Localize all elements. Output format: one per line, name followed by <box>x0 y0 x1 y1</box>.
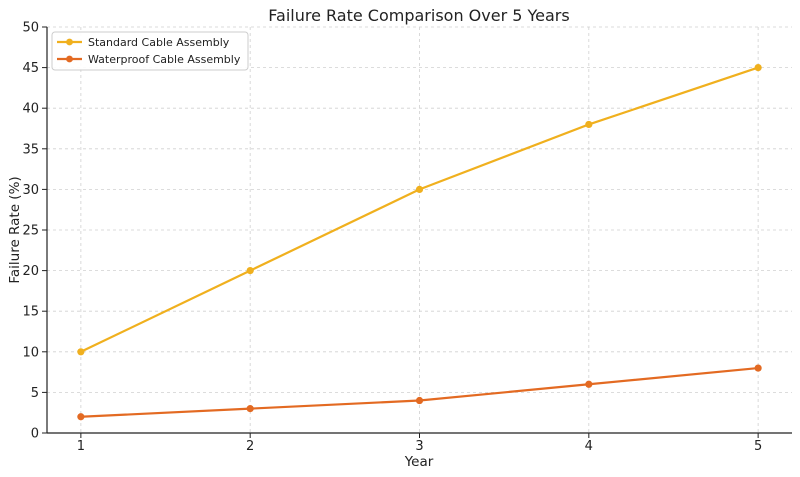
y-tick-label: 15 <box>22 305 39 320</box>
grid <box>47 26 792 434</box>
data-point <box>77 348 85 356</box>
legend-label: Standard Cable Assembly <box>88 36 230 49</box>
x-axis-title: Year <box>404 454 434 470</box>
x-tick-label: 5 <box>754 439 762 454</box>
legend: Standard Cable Assembly Waterproof Cable … <box>51 31 249 71</box>
series-lines <box>77 64 762 421</box>
legend-marker <box>66 38 73 46</box>
legend-marker <box>66 55 73 63</box>
data-point <box>754 364 762 372</box>
y-tick-label: 45 <box>22 61 39 76</box>
data-point <box>246 405 254 413</box>
series-2 <box>77 364 762 421</box>
legend-label: Waterproof Cable Assembly <box>88 53 241 66</box>
y-tick-label: 35 <box>22 142 39 157</box>
y-tick-label: 20 <box>22 264 39 279</box>
x-axis-ticks: 1 2 3 4 5 <box>77 433 762 454</box>
y-tick-label: 40 <box>22 102 39 117</box>
data-point <box>415 396 424 405</box>
y-axis-title: Failure Rate (%) <box>7 176 23 283</box>
y-tick-label: 10 <box>22 345 39 360</box>
legend-box <box>51 31 249 71</box>
y-tick-label: 0 <box>31 427 39 442</box>
x-tick-label: 2 <box>246 439 254 454</box>
y-axis-ticks: 0 5 10 15 20 25 30 35 40 45 50 <box>22 21 47 442</box>
y-tick-label: 50 <box>22 21 39 36</box>
legend-item-1: Standard Cable Assembly <box>57 36 230 49</box>
data-point <box>246 267 254 275</box>
series-1 <box>77 64 762 356</box>
y-tick-label: 25 <box>22 224 39 239</box>
data-point <box>754 64 762 72</box>
data-point <box>415 185 424 193</box>
y-tick-label: 5 <box>31 386 39 401</box>
x-tick-label: 4 <box>585 439 593 454</box>
x-tick-label: 3 <box>415 439 423 454</box>
data-point <box>77 413 85 421</box>
data-point <box>585 120 593 129</box>
legend-item-2: Waterproof Cable Assembly <box>57 53 241 66</box>
chart-title: Failure Rate Comparison Over 5 Years <box>268 6 569 25</box>
x-tick-label: 1 <box>77 439 85 454</box>
data-point <box>585 380 593 388</box>
y-tick-label: 30 <box>22 183 39 198</box>
